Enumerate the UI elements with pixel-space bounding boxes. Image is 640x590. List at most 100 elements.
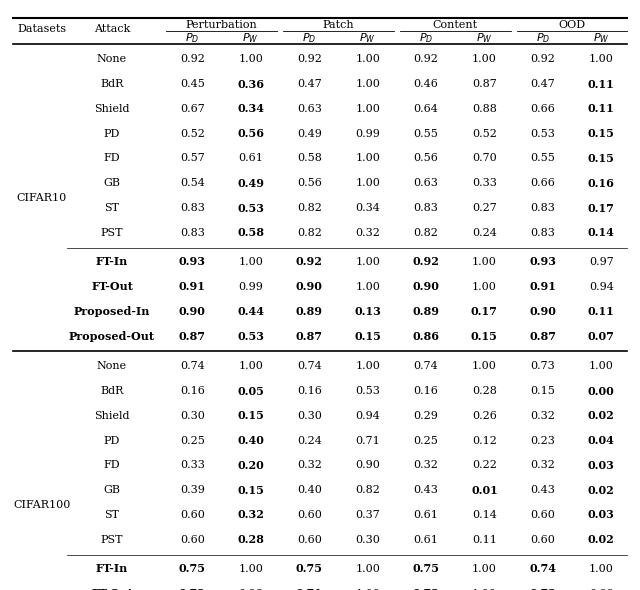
- Text: Patch: Patch: [323, 19, 354, 30]
- Text: 0.90: 0.90: [529, 306, 556, 317]
- Text: 1.00: 1.00: [355, 563, 380, 573]
- Text: Proposed-Out: Proposed-Out: [69, 330, 155, 342]
- Text: 0.92: 0.92: [413, 54, 438, 64]
- Text: 0.99: 0.99: [355, 129, 380, 139]
- Text: Shield: Shield: [94, 104, 130, 114]
- Text: 0.53: 0.53: [237, 202, 264, 214]
- Text: 0.71: 0.71: [355, 435, 380, 445]
- Text: 0.60: 0.60: [531, 535, 556, 545]
- Text: 0.32: 0.32: [355, 228, 380, 238]
- Text: $P_{W}$: $P_{W}$: [593, 31, 609, 45]
- Text: GB: GB: [104, 178, 120, 188]
- Text: 0.20: 0.20: [237, 460, 264, 471]
- Text: 0.90: 0.90: [355, 460, 380, 470]
- Text: 0.92: 0.92: [296, 256, 323, 267]
- Text: 0.34: 0.34: [355, 203, 380, 213]
- Text: $P_{W}$: $P_{W}$: [359, 31, 376, 45]
- Text: FD: FD: [104, 153, 120, 163]
- Text: 0.87: 0.87: [296, 330, 323, 342]
- Text: 0.30: 0.30: [180, 411, 205, 421]
- Text: 0.83: 0.83: [180, 228, 205, 238]
- Text: 0.74: 0.74: [413, 361, 438, 371]
- Text: 0.30: 0.30: [297, 411, 322, 421]
- Text: 0.99: 0.99: [589, 588, 614, 590]
- Text: 1.00: 1.00: [355, 281, 380, 291]
- Text: 1.00: 1.00: [355, 257, 380, 267]
- Text: 0.32: 0.32: [531, 411, 556, 421]
- Text: 0.03: 0.03: [588, 460, 614, 471]
- Text: 0.11: 0.11: [588, 306, 614, 317]
- Text: 0.15: 0.15: [237, 411, 264, 421]
- Text: 0.33: 0.33: [472, 178, 497, 188]
- Text: 0.72: 0.72: [413, 588, 440, 590]
- Text: 0.14: 0.14: [588, 227, 614, 238]
- Text: 0.00: 0.00: [588, 386, 614, 396]
- Text: 0.61: 0.61: [413, 510, 438, 520]
- Text: CIFAR100: CIFAR100: [13, 500, 70, 510]
- Text: 0.01: 0.01: [471, 485, 498, 496]
- Text: 0.52: 0.52: [180, 129, 205, 139]
- Text: 0.74: 0.74: [297, 361, 321, 371]
- Text: 0.89: 0.89: [296, 306, 323, 317]
- Text: 0.16: 0.16: [588, 178, 614, 189]
- Text: 0.28: 0.28: [237, 535, 264, 545]
- Text: 0.90: 0.90: [296, 281, 323, 292]
- Text: 0.03: 0.03: [588, 510, 614, 520]
- Text: 0.54: 0.54: [180, 178, 205, 188]
- Text: 0.75: 0.75: [413, 563, 440, 574]
- Text: 0.71: 0.71: [296, 588, 323, 590]
- Text: Datasets: Datasets: [17, 24, 66, 34]
- Text: 0.72: 0.72: [179, 588, 206, 590]
- Text: 1.00: 1.00: [238, 361, 263, 371]
- Text: $P_{D}$: $P_{D}$: [185, 31, 200, 45]
- Text: 1.00: 1.00: [472, 281, 497, 291]
- Text: 0.70: 0.70: [472, 153, 497, 163]
- Text: OOD: OOD: [559, 19, 586, 30]
- Text: 0.93: 0.93: [529, 256, 556, 267]
- Text: 1.00: 1.00: [589, 563, 614, 573]
- Text: 0.04: 0.04: [588, 435, 614, 446]
- Text: 0.22: 0.22: [472, 460, 497, 470]
- Text: 0.92: 0.92: [297, 54, 322, 64]
- Text: 0.83: 0.83: [413, 203, 438, 213]
- Text: PD: PD: [104, 435, 120, 445]
- Text: 0.60: 0.60: [180, 535, 205, 545]
- Text: 0.60: 0.60: [297, 510, 322, 520]
- Text: 1.00: 1.00: [238, 54, 263, 64]
- Text: 0.88: 0.88: [472, 104, 497, 114]
- Text: 1.00: 1.00: [355, 79, 380, 89]
- Text: $P_{D}$: $P_{D}$: [536, 31, 550, 45]
- Text: 0.32: 0.32: [413, 460, 438, 470]
- Text: 0.45: 0.45: [180, 79, 205, 89]
- Text: 0.58: 0.58: [237, 227, 264, 238]
- Text: 1.00: 1.00: [472, 361, 497, 371]
- Text: 0.15: 0.15: [588, 153, 614, 164]
- Text: 0.74: 0.74: [529, 563, 556, 574]
- Text: 0.34: 0.34: [237, 103, 264, 114]
- Text: 1.00: 1.00: [472, 588, 497, 590]
- Text: 0.14: 0.14: [472, 510, 497, 520]
- Text: 0.40: 0.40: [237, 435, 264, 446]
- Text: 0.64: 0.64: [413, 104, 438, 114]
- Text: 0.30: 0.30: [355, 535, 380, 545]
- Text: 0.92: 0.92: [531, 54, 556, 64]
- Text: 0.28: 0.28: [472, 386, 497, 396]
- Text: 0.91: 0.91: [529, 281, 556, 292]
- Text: 1.00: 1.00: [355, 153, 380, 163]
- Text: 0.17: 0.17: [471, 306, 498, 317]
- Text: 1.00: 1.00: [355, 54, 380, 64]
- Text: 0.60: 0.60: [531, 510, 556, 520]
- Text: GB: GB: [104, 485, 120, 495]
- Text: 0.11: 0.11: [472, 535, 497, 545]
- Text: Shield: Shield: [94, 411, 130, 421]
- Text: 0.53: 0.53: [531, 129, 556, 139]
- Text: 0.07: 0.07: [588, 330, 614, 342]
- Text: 0.61: 0.61: [413, 535, 438, 545]
- Text: 0.11: 0.11: [588, 78, 614, 90]
- Text: 0.53: 0.53: [237, 330, 264, 342]
- Text: Attack: Attack: [94, 24, 130, 34]
- Text: PD: PD: [104, 129, 120, 139]
- Text: 0.63: 0.63: [297, 104, 322, 114]
- Text: 0.02: 0.02: [588, 485, 614, 496]
- Text: 0.02: 0.02: [588, 535, 614, 545]
